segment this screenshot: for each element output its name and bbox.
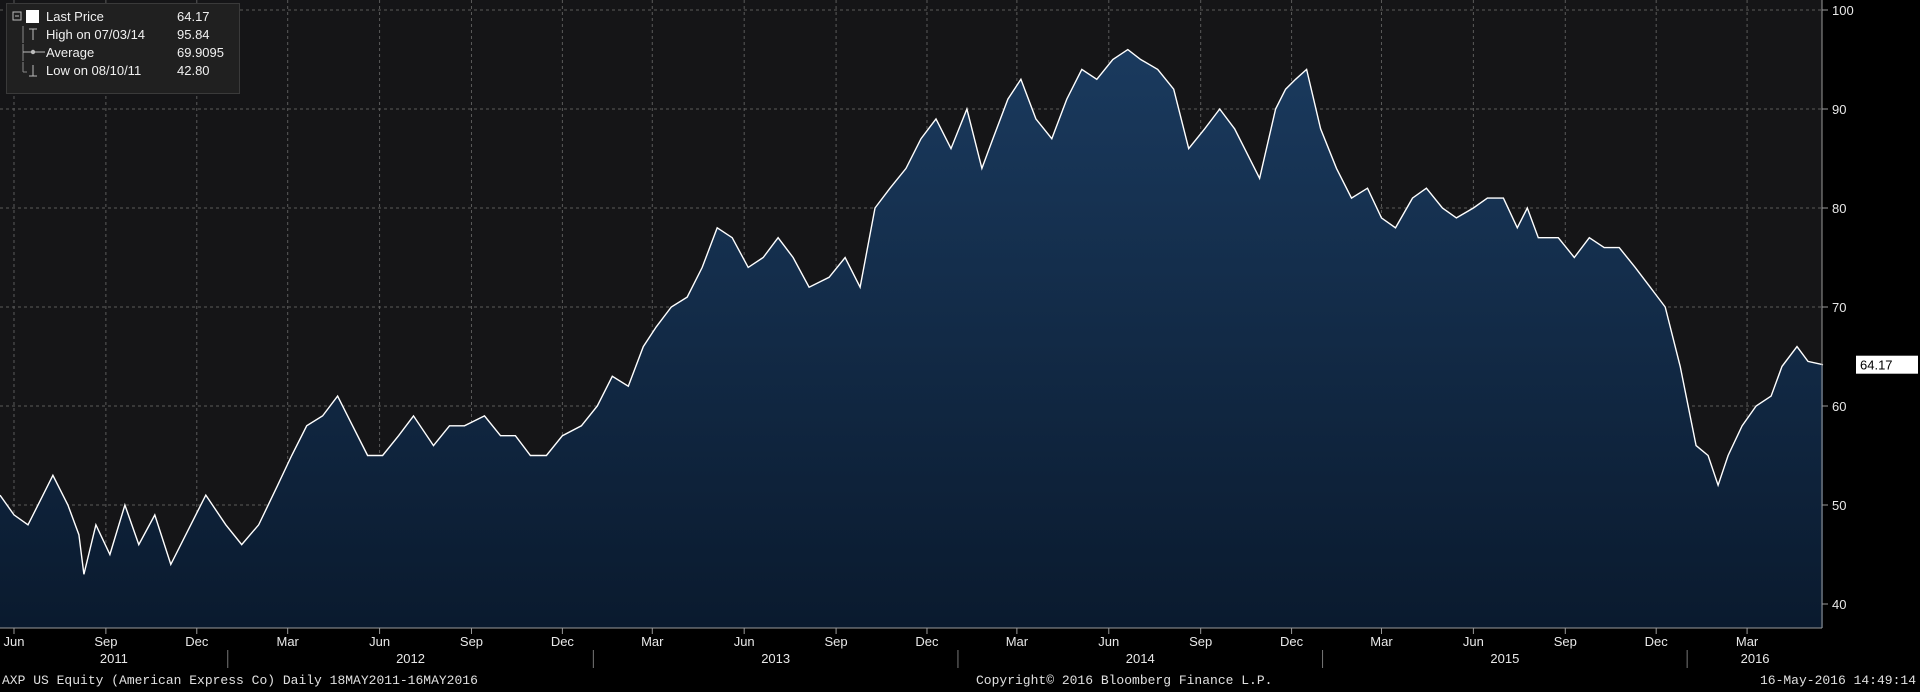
x-tick-label: Jun xyxy=(1463,634,1484,649)
legend-label: Average xyxy=(46,45,95,60)
box-icon xyxy=(11,8,47,25)
x-tick-label: Dec xyxy=(1280,634,1304,649)
last-price-label: 64.17 xyxy=(1860,358,1893,373)
y-tick-label: 70 xyxy=(1832,300,1846,315)
x-tick-label: Dec xyxy=(1645,634,1669,649)
timestamp: 16-May-2016 14:49:14 xyxy=(1759,673,1916,688)
year-label: 2016 xyxy=(1741,651,1770,666)
average-marker-icon xyxy=(11,44,47,61)
x-tick-label: Mar xyxy=(641,634,664,649)
legend-value: 69.9095 xyxy=(177,45,224,60)
legend-value: 42.80 xyxy=(177,63,210,78)
year-label: 2013 xyxy=(761,651,790,666)
legend-value: 64.17 xyxy=(177,9,210,24)
x-tick-label: Dec xyxy=(185,634,209,649)
y-tick-label: 90 xyxy=(1832,102,1846,117)
x-tick-label: Jun xyxy=(1098,634,1119,649)
year-label: 2015 xyxy=(1490,651,1519,666)
year-label: 2011 xyxy=(100,651,128,666)
y-axis-ticks: 40 50 60 70 80 90 100 xyxy=(1822,3,1854,612)
year-label: 2014 xyxy=(1126,651,1155,666)
x-tick-label: Dec xyxy=(915,634,939,649)
year-labels: 2011 2012 2013 2014 2015 2016 xyxy=(100,650,1770,668)
last-price-box xyxy=(1856,355,1918,374)
legend-row-low: Low on 08/10/11 42.80 xyxy=(7,62,239,79)
x-tick-label: Jun xyxy=(4,634,25,649)
legend-row-high: High on 07/03/14 95.84 xyxy=(7,26,239,43)
price-series-line xyxy=(0,48,1824,575)
x-tick-label: Sep xyxy=(94,634,117,649)
x-tick-label: Mar xyxy=(1370,634,1393,649)
legend-value: 95.84 xyxy=(177,27,210,42)
copyright-notice: Copyright© 2016 Bloomberg Finance L.P. xyxy=(976,673,1273,688)
y-tick-label: 40 xyxy=(1832,597,1846,612)
y-tick-label: 100 xyxy=(1832,3,1854,18)
y-tick-label: 60 xyxy=(1832,399,1846,414)
legend-label: Last Price xyxy=(46,9,104,24)
legend-row-average: Average 69.9095 xyxy=(7,44,239,61)
x-tick-label: Jun xyxy=(369,634,390,649)
legend-label: High on 07/03/14 xyxy=(46,27,146,42)
low-marker-icon xyxy=(11,62,47,79)
security-description: AXP US Equity (American Express Co) Dail… xyxy=(2,673,478,688)
x-tick-label: Dec xyxy=(551,634,575,649)
x-tick-label: Sep xyxy=(460,634,483,649)
price-area-fill xyxy=(0,49,1823,629)
x-tick-label: Sep xyxy=(825,634,848,649)
x-tick-label: Sep xyxy=(1189,634,1212,649)
x-tick-label: Jun xyxy=(734,634,755,649)
chart-footer: AXP US Equity (American Express Co) Dail… xyxy=(0,670,1920,692)
legend-row-last-price: Last Price 64.17 xyxy=(7,8,239,25)
last-price-marker: 64.17 xyxy=(1856,355,1918,374)
y-tick-label: 80 xyxy=(1832,201,1846,216)
legend-label: Low on 08/10/11 xyxy=(46,63,142,78)
x-axis-ticks: Jun Sep Dec Mar Jun Sep Dec Mar Jun Sep Dec Mar Jun S… xyxy=(4,628,1759,649)
x-tick-label: Mar xyxy=(1006,634,1029,649)
chart-legend: Last Price 64.17 High on 07/03/14 95.84 … xyxy=(6,3,240,94)
x-tick-label: Mar xyxy=(276,634,299,649)
x-tick-label: Sep xyxy=(1554,634,1577,649)
y-tick-label: 50 xyxy=(1832,498,1846,513)
year-label: 2012 xyxy=(396,651,425,666)
x-tick-label: Mar xyxy=(1736,634,1759,649)
high-marker-icon xyxy=(11,26,47,43)
